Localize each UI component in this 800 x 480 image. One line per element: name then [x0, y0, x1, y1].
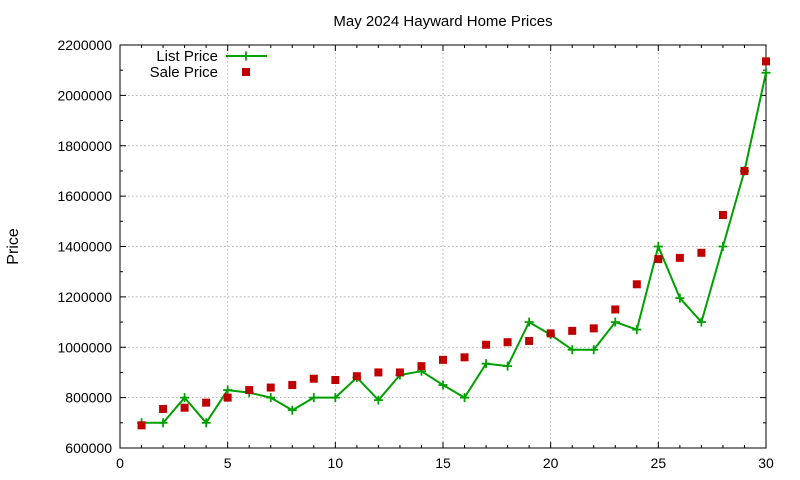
data-point	[330, 393, 340, 403]
data-point	[460, 353, 469, 362]
data-point	[137, 421, 146, 430]
data-point	[589, 345, 599, 355]
y-tick-label: 1800000	[57, 138, 112, 154]
x-tick-label: 5	[224, 455, 232, 471]
y-axis-label: Price	[5, 228, 22, 265]
data-point	[525, 336, 534, 345]
x-tick-label: 10	[328, 455, 344, 471]
y-tick-label: 1000000	[57, 339, 112, 355]
data-point	[373, 395, 383, 405]
data-point	[202, 398, 211, 407]
data-point	[439, 355, 447, 364]
data-point	[740, 166, 749, 175]
chart-title: May 2024 Hayward Home Prices	[333, 13, 552, 30]
data-point	[180, 393, 190, 403]
data-point	[762, 57, 770, 66]
data-point	[697, 248, 706, 257]
data-point	[223, 385, 233, 395]
data-point	[266, 393, 276, 403]
y-tick-label: 800000	[65, 390, 112, 406]
data-point	[245, 386, 254, 395]
data-point	[159, 404, 168, 413]
data-point	[158, 418, 168, 428]
x-tick-label: 25	[651, 455, 667, 471]
data-point	[374, 368, 383, 377]
data-point	[417, 362, 426, 371]
data-point	[482, 340, 491, 349]
data-point	[180, 403, 189, 412]
y-tick-label: 600000	[65, 440, 112, 456]
data-point	[352, 372, 361, 381]
series-list-price	[137, 68, 771, 428]
data-point	[309, 374, 318, 383]
data-point	[438, 380, 448, 390]
x-tick-label: 15	[435, 455, 451, 471]
x-tick-label: 20	[543, 455, 559, 471]
legend-label-list-price: List Price	[156, 48, 218, 65]
data-point	[675, 253, 684, 262]
data-point	[632, 280, 641, 289]
data-point	[524, 317, 534, 327]
data-point	[568, 326, 577, 335]
y-tick-label: 2000000	[57, 87, 112, 103]
data-point	[611, 305, 620, 314]
data-point	[761, 68, 771, 78]
data-point	[718, 242, 728, 251]
data-point	[632, 325, 642, 335]
data-point	[309, 393, 319, 403]
legend-key-marker	[241, 51, 251, 61]
y-tick-label: 1600000	[57, 188, 112, 204]
data-point	[288, 381, 297, 390]
data-point	[395, 368, 404, 377]
data-point	[503, 338, 512, 347]
data-point	[287, 405, 297, 415]
data-point	[675, 293, 685, 303]
data-point	[546, 329, 555, 338]
data-point	[696, 317, 706, 327]
data-series	[137, 57, 771, 430]
data-point	[460, 393, 470, 403]
data-point	[503, 361, 513, 371]
data-point	[654, 255, 663, 264]
data-point	[481, 359, 491, 369]
data-point	[610, 317, 620, 327]
x-tick-label: 0	[116, 455, 124, 471]
y-tick-label: 1400000	[57, 239, 112, 255]
data-point	[589, 324, 598, 333]
data-point	[331, 375, 340, 384]
y-tick-label: 1200000	[57, 289, 112, 305]
x-tick-label: 30	[758, 455, 774, 471]
data-point	[266, 383, 275, 392]
data-point	[567, 345, 577, 355]
axis-ticks	[119, 44, 767, 449]
legend-key-marker	[242, 68, 250, 76]
series-sale-price	[137, 57, 770, 430]
data-point	[201, 418, 211, 428]
legend-label-sale-price: Sale Price	[150, 64, 218, 81]
data-point	[653, 242, 663, 251]
data-point	[718, 211, 727, 220]
series-line	[141, 72, 767, 424]
y-tick-label: 2200000	[57, 37, 112, 53]
tick-labels: 0 5 10 15 20 25 30 600000 800000 1000000 1200000 14…	[57, 37, 774, 471]
legend: List Price Sale Price	[150, 48, 267, 81]
data-point	[223, 393, 232, 402]
